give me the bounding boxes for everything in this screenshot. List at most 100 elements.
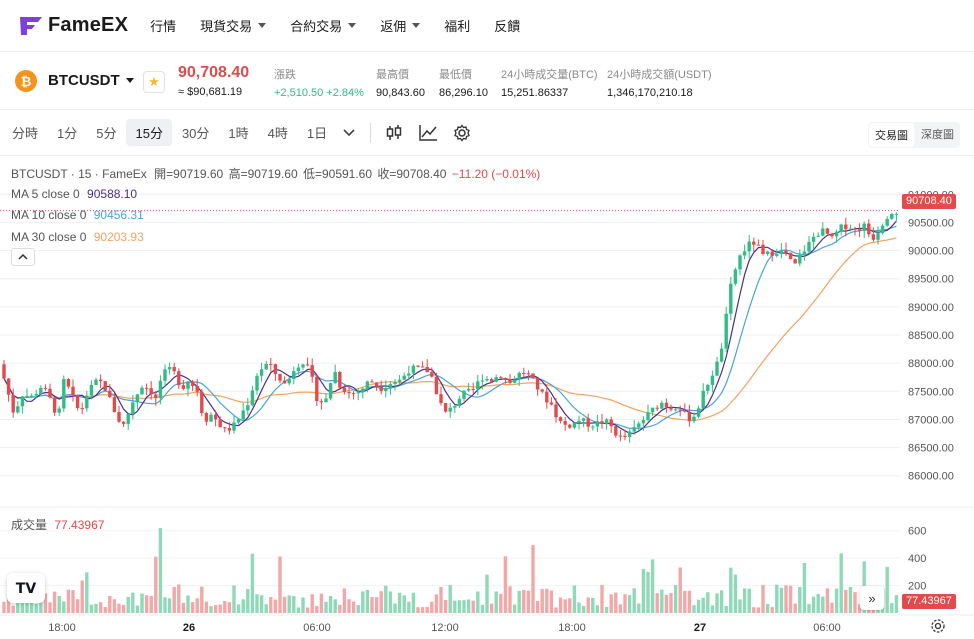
volume-bar <box>462 600 466 613</box>
time-tick-label: 18:00 <box>48 622 76 634</box>
candle-body <box>443 403 448 412</box>
volume-bar <box>572 585 577 613</box>
timeframe-1d[interactable]: 1日 <box>306 126 328 141</box>
nav-label: 行情 <box>150 19 177 34</box>
candle-body <box>779 250 784 255</box>
settings-icon[interactable] <box>451 122 473 144</box>
candle-body <box>494 377 498 382</box>
indicator-icon[interactable] <box>417 122 439 144</box>
candle-body <box>301 364 305 368</box>
timeframe-1h[interactable]: 1時 <box>228 126 249 141</box>
view-chart-tab[interactable]: 交易圖 <box>869 123 914 147</box>
low-value: 低=90591.60 <box>302 167 373 181</box>
candle-body <box>305 364 310 366</box>
nav-item-market[interactable]: 行情 <box>150 16 176 35</box>
candle-body <box>549 402 554 405</box>
candle-body <box>466 388 471 391</box>
volume-tick-label: 600 <box>908 526 926 538</box>
chart-title: BTCUSDT · 15 · FameEx <box>11 167 147 181</box>
timeframe-5m[interactable]: 5分 <box>96 126 117 141</box>
timeframe-15m[interactable]: 15分 <box>126 119 172 146</box>
volume-bar <box>848 586 853 613</box>
candle-body <box>103 381 107 391</box>
candle-body <box>784 250 788 253</box>
candle-body <box>310 365 314 377</box>
logo-text: FameEX <box>48 14 129 36</box>
symbol-selector[interactable]: BTCUSDT <box>48 72 134 89</box>
candle-body <box>48 388 52 398</box>
volume-bar <box>181 602 186 613</box>
volume-bar <box>388 591 393 613</box>
volume-bar <box>149 595 153 613</box>
scroll-to-latest-button[interactable]: » <box>860 586 884 610</box>
candle-body <box>200 391 204 414</box>
volume-bar <box>319 593 324 613</box>
candle-body <box>66 379 71 387</box>
volume-bar <box>453 600 457 613</box>
view-depth-tab[interactable]: 深度圖 <box>921 129 954 141</box>
candle-body <box>678 409 682 411</box>
price-tick-label: 89500.00 <box>908 274 954 286</box>
ma10-legend: MA 10 close 0 90456.31 <box>11 208 144 222</box>
candle-body <box>85 395 89 409</box>
chevron-down-icon[interactable] <box>338 122 360 144</box>
candle-body <box>264 363 268 370</box>
candle-body <box>595 421 600 427</box>
candle-body <box>282 380 287 384</box>
volume-bar <box>195 598 199 613</box>
candlestick-icon[interactable] <box>383 122 405 144</box>
candle-body <box>370 381 374 383</box>
volume-bar <box>126 596 130 613</box>
ma30-line <box>3 237 897 421</box>
stat-volume-btc: 24小時成交量(BTC) 15,251.86337 <box>501 66 598 99</box>
candle-body <box>246 405 250 411</box>
candle-body <box>614 426 618 436</box>
volume-bar <box>117 603 121 613</box>
ma5-legend: MA 5 close 0 90588.10 <box>11 187 137 201</box>
volume-bar <box>177 584 181 613</box>
timeframe-30m[interactable]: 30分 <box>181 126 210 141</box>
volume-bar <box>476 591 480 613</box>
volume-bar <box>614 592 618 613</box>
volume-bar <box>278 556 282 613</box>
candlestick-chart[interactable]: 91000.0090500.0090000.0089500.0089000.00… <box>0 157 974 639</box>
favorite-star-button[interactable]: ★ <box>143 71 165 93</box>
nav-item-futures[interactable]: 合約交易 <box>290 16 357 35</box>
volume-bar <box>25 597 29 613</box>
volume-bar <box>11 605 15 613</box>
nav-item-rebate[interactable]: 返佣 <box>380 16 421 35</box>
volume-bar <box>85 572 89 613</box>
volume-legend: 成交量 77.43967 <box>11 516 104 533</box>
nav-item-feedback[interactable]: 反饋 <box>494 16 520 35</box>
candle-body <box>673 409 678 411</box>
tradingview-logo[interactable]: 𝗧𝗩 <box>7 573 45 603</box>
candle-body <box>476 381 480 390</box>
settings-icon[interactable] <box>930 618 946 634</box>
candle-body <box>411 365 416 374</box>
nav-item-welfare[interactable]: 福利 <box>444 16 470 35</box>
last-price-tag: 90708.40 <box>902 194 956 209</box>
volume-bar <box>710 605 715 613</box>
candle-body <box>269 363 273 365</box>
nav-label: 反饋 <box>494 19 521 34</box>
candle-body <box>857 229 862 231</box>
candle-body <box>154 394 158 399</box>
timeframe-1m[interactable]: 1分 <box>57 126 78 141</box>
volume-tick-label: 200 <box>908 581 926 593</box>
fameex-logo[interactable]: FameEX <box>18 14 128 37</box>
legend-collapse-button[interactable] <box>11 248 35 266</box>
volume-bar <box>393 603 397 613</box>
volume-bar <box>545 588 549 613</box>
timeframe-4h[interactable]: 4時 <box>267 126 288 141</box>
timeframe-line[interactable]: 分時 <box>12 126 39 141</box>
candle-body <box>195 385 199 392</box>
candle-body <box>669 407 673 410</box>
candle-body <box>586 418 590 427</box>
nav-item-spot[interactable]: 現貨交易 <box>200 16 267 35</box>
candle-body <box>802 251 807 255</box>
volume-bar <box>655 593 659 613</box>
volume-bar <box>140 593 144 613</box>
candle-body <box>489 379 494 382</box>
volume-bar <box>443 599 448 613</box>
volume-bar <box>894 595 899 613</box>
